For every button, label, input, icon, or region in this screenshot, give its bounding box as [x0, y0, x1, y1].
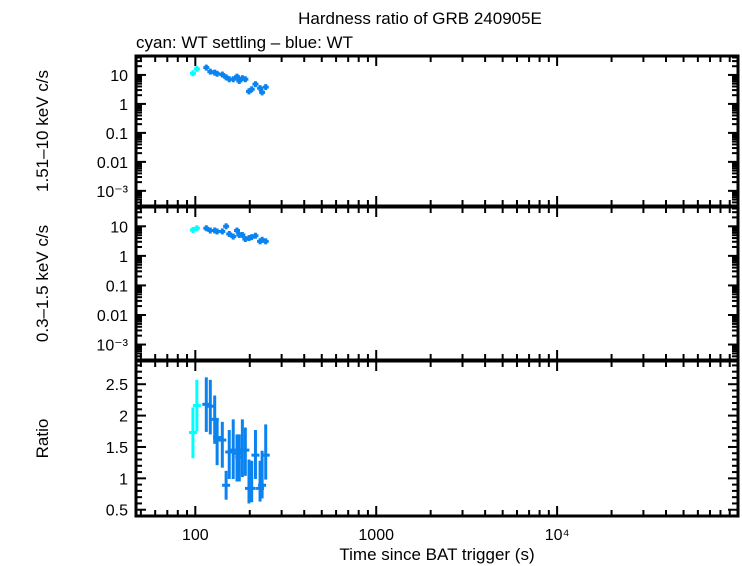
y-tick-label: 1: [119, 97, 128, 114]
y-tick-label: 0.1: [106, 278, 128, 295]
y-axis-label: 1.51–10 keV c/s: [33, 70, 52, 192]
panel-1: 10 1 0.1 0.01 10⁻³ 1.51–10 keV c/s: [33, 54, 740, 208]
y-axis-label: Ratio: [33, 419, 52, 459]
y-tick-label: 2.5: [106, 377, 128, 394]
series-wt-settling: [189, 225, 200, 234]
x-tick-label: 10⁴: [545, 527, 570, 544]
y-tick-label: 10: [110, 68, 128, 85]
y-tick-label: 1: [119, 249, 128, 266]
x-tick-label: 1000: [358, 527, 394, 544]
y-tick-label: 1: [119, 471, 128, 488]
y-axis-label: 0.3–1.5 keV c/s: [33, 225, 52, 342]
y-tick-label: 10⁻³: [96, 338, 128, 355]
x-tick-label: 100: [182, 527, 209, 544]
chart-subtitle: cyan: WT settling – blue: WT: [136, 33, 353, 52]
y-tick-label: 0.01: [97, 155, 128, 172]
y-tick-label: 10: [110, 219, 128, 236]
y-tick-label: 2: [119, 409, 128, 426]
series-wt-settling: [189, 65, 200, 77]
panel-2: 10 1 0.1 0.01 10⁻³ 0.3–1.5 keV c/s: [33, 205, 740, 362]
series-wt: [202, 377, 270, 504]
y-tick-label: 0.5: [106, 503, 128, 520]
y-tick-label: 0.1: [106, 126, 128, 143]
panel-frame: [134, 205, 740, 362]
series-wt: [203, 223, 269, 245]
y-tick-label: 1.5: [106, 440, 128, 457]
y-tick-label: 0.01: [97, 308, 128, 325]
series-wt: [203, 64, 269, 96]
series-wt-settling: [188, 379, 201, 459]
x-axis-label: Time since BAT trigger (s): [339, 545, 534, 564]
panel-3: 2.5 2 1.5 1 0.5 Ratio: [33, 359, 740, 520]
panel-frame: [134, 359, 740, 518]
y-tick-label: 10⁻³: [96, 184, 128, 201]
chart-title: Hardness ratio of GRB 240905E: [298, 9, 542, 28]
